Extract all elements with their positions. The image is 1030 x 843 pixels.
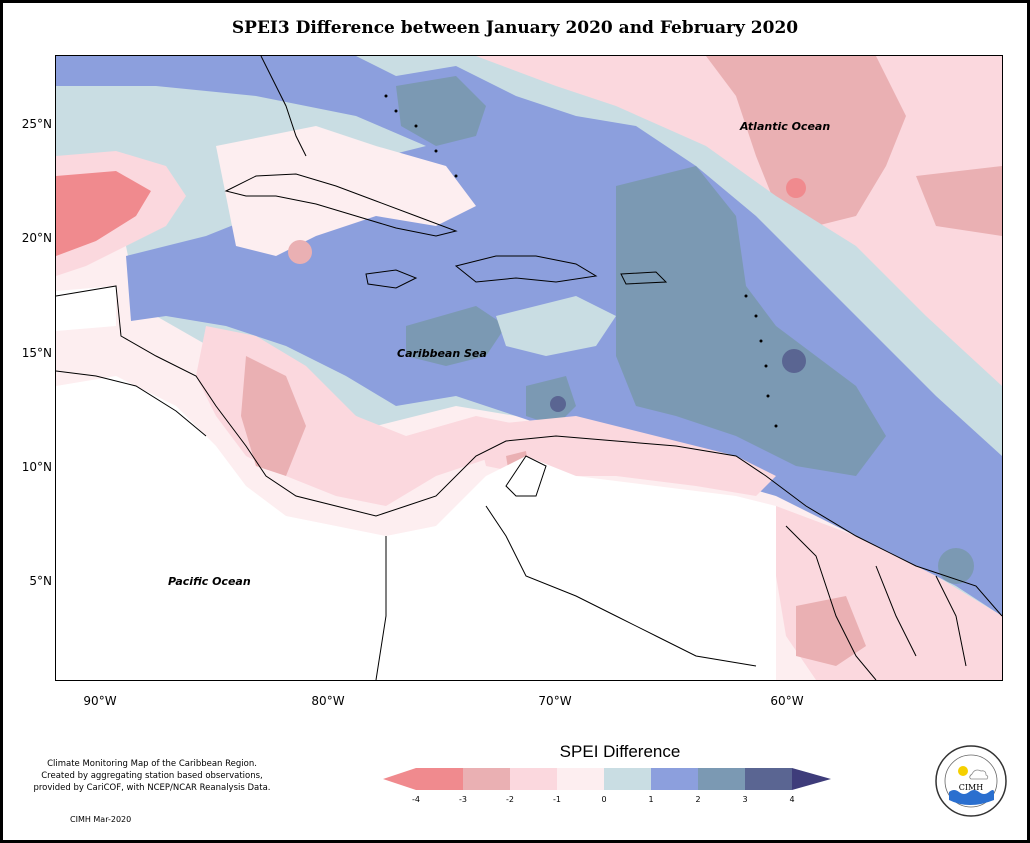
logo-text: CIMH <box>959 783 983 792</box>
island-antilles-2 <box>754 314 758 318</box>
region-yucatan-red <box>56 171 151 256</box>
region-atlantic-darkpink-east <box>916 166 1002 236</box>
legend-bin-minus2 <box>510 768 557 790</box>
coast-central-south-america <box>56 285 1002 617</box>
island-antilles-6 <box>774 424 778 428</box>
legend-arrow-high <box>792 768 831 790</box>
island-antilles-5 <box>766 394 770 398</box>
border-colombia-venezuela <box>485 505 757 667</box>
coast-pacific <box>56 370 207 437</box>
lat-label-5n: 5°N <box>29 574 52 588</box>
credit-date: CIMH Mar-2020 <box>70 815 132 824</box>
legend-bin-two <box>698 768 745 790</box>
legend-tick-three: 3 <box>742 795 748 804</box>
legend-tick-minus1: -1 <box>553 795 561 804</box>
border-suriname <box>875 565 917 657</box>
lat-label-20n: 20°N <box>21 231 52 245</box>
legend-arrow-low <box>383 768 416 790</box>
border-french-guiana <box>935 575 967 667</box>
legend-tick-two: 2 <box>695 795 701 804</box>
legend-bin-minus4 <box>416 768 463 790</box>
lon-label-60w: 60°W <box>770 694 804 708</box>
region-atlantic-red-spot <box>786 178 806 198</box>
island-bahamas-3 <box>414 124 418 128</box>
coast-maracaibo <box>505 455 547 497</box>
map-area <box>55 55 1003 681</box>
legend-bin-three <box>745 768 792 790</box>
credit-line-2: Created by aggregating station based obs… <box>41 771 263 781</box>
label-caribbean-sea: Caribbean Sea <box>397 347 487 360</box>
legend-tick-minus4: -4 <box>412 795 420 804</box>
region-cuba-spot <box>288 240 312 264</box>
legend-bin-minus1 <box>557 768 604 790</box>
lon-label-80w: 80°W <box>311 694 345 708</box>
legend-tick-one: 1 <box>648 795 654 804</box>
island-bahamas-5 <box>454 174 458 178</box>
legend-bin-minus3 <box>463 768 510 790</box>
region-three-spot-south <box>550 396 566 412</box>
island-antilles-3 <box>759 339 763 343</box>
cloud-icon <box>969 769 989 780</box>
legend-tick-four: 4 <box>789 795 795 804</box>
lat-label-15n: 15°N <box>21 346 52 360</box>
waves-icon <box>949 790 994 805</box>
label-pacific-ocean: Pacific Ocean <box>168 575 251 588</box>
legend-colorbar <box>383 768 831 790</box>
island-antilles-4 <box>764 364 768 368</box>
island-dots <box>384 94 778 428</box>
coast-puerto-rico <box>620 271 668 285</box>
lon-label-70w: 70°W <box>538 694 572 708</box>
lat-label-25n: 25°N <box>21 117 52 131</box>
lat-label-10n: 10°N <box>21 460 52 474</box>
region-atlantic-darkpink <box>706 56 906 226</box>
legend-bin-one <box>651 768 698 790</box>
legend-tick-zero: 0 <box>601 795 607 804</box>
island-bahamas-1 <box>384 94 388 98</box>
cimh-logo: CIMH <box>935 745 1007 817</box>
region-central-two <box>406 306 506 366</box>
region-guiana-two <box>938 548 974 584</box>
coast-hispaniola <box>454 255 598 283</box>
coast-cuba <box>224 173 458 237</box>
credit-text: Climate Monitoring Map of the Caribbean … <box>22 758 282 794</box>
region-central-zero <box>496 296 616 356</box>
island-bahamas-2 <box>394 109 398 113</box>
coast-florida <box>260 56 307 157</box>
region-cuba-pink <box>216 126 476 256</box>
island-bahamas-4 <box>434 149 438 153</box>
region-eastcarib-two <box>616 166 886 476</box>
coast-jamaica <box>365 269 418 289</box>
legend-tick-minus3: -3 <box>459 795 467 804</box>
region-no-data-mexico <box>56 286 116 331</box>
map-title: SPEI3 Difference between January 2020 an… <box>231 18 799 38</box>
coastlines <box>56 56 1002 680</box>
spei-map-svg <box>56 56 1002 680</box>
sun-icon <box>958 766 968 776</box>
label-atlantic-ocean: Atlantic Ocean <box>740 120 831 133</box>
credit-line-3: provided by CariCOF, with NCEP/NCAR Rean… <box>33 783 271 793</box>
island-antilles-1 <box>744 294 748 298</box>
legend-title: SPEI Difference <box>559 742 681 761</box>
region-no-data-pacific-sa <box>56 376 776 680</box>
lon-label-90w: 90°W <box>83 694 117 708</box>
credit-line-1: Climate Monitoring Map of the Caribbean … <box>47 759 257 769</box>
region-guianas-darkpink <box>796 596 866 666</box>
region-bahamas-two <box>396 76 486 146</box>
border-guyana <box>785 525 877 680</box>
region-three-spot-east <box>782 349 806 373</box>
legend-bin-zero <box>604 768 651 790</box>
region-centralam-darkpink <box>241 356 306 476</box>
legend-tick-minus2: -2 <box>506 795 514 804</box>
border-colombia-pacific <box>375 536 387 680</box>
